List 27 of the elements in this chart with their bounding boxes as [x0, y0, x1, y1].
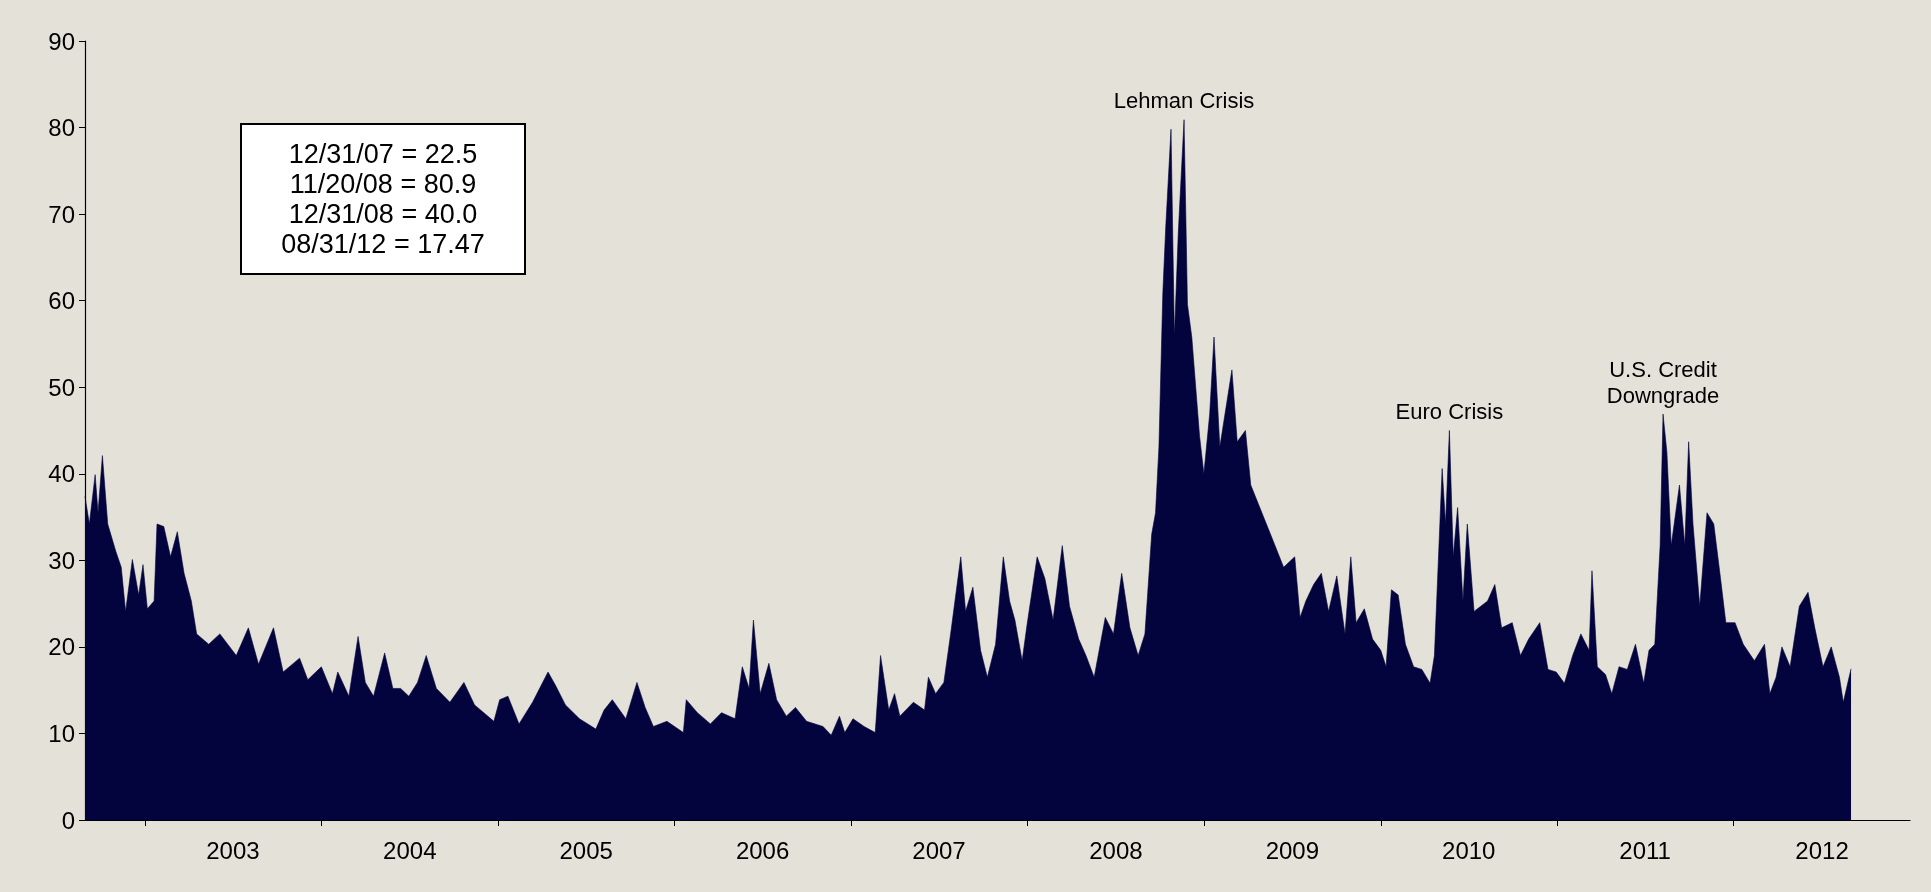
annotation: U.S. Credit Downgrade [1606, 356, 1720, 408]
y-tick-label: 60 [48, 287, 75, 315]
x-tick-label: 2010 [1442, 836, 1496, 864]
y-tick-label: 10 [48, 719, 75, 747]
x-tick-label: 2003 [206, 836, 260, 864]
annotation: Euro Crisis [1395, 398, 1504, 424]
x-tick-label: 2006 [735, 836, 790, 864]
annotation: 11/20/08 = 80.9 [288, 169, 478, 199]
x-tick-label: 2008 [1089, 836, 1143, 864]
y-tick-label: 70 [48, 200, 75, 228]
annotation: 08/31/12 = 17.47 [280, 229, 486, 259]
annotation: 12/31/07 = 22.5 [287, 139, 479, 169]
y-tick-label: 40 [48, 460, 75, 488]
y-tick-label: 20 [48, 633, 75, 661]
annotation: 12/31/08 = 40.0 [287, 199, 479, 229]
x-tick-label: 2012 [1795, 836, 1849, 864]
x-tick-label: 2009 [1265, 836, 1320, 864]
x-tick-label: 2007 [912, 836, 966, 864]
y-tick-label: 80 [48, 114, 75, 142]
annotation: Lehman Crisis [1113, 88, 1255, 114]
y-tick-label: 0 [61, 806, 75, 834]
x-tick-label: 2011 [1619, 836, 1671, 864]
x-tick-label: 2005 [559, 836, 613, 864]
y-tick-label: 30 [48, 546, 75, 574]
y-tick-label: 50 [48, 373, 75, 401]
x-tick-label: 2004 [383, 836, 437, 864]
y-tick-label: 90 [48, 27, 75, 55]
